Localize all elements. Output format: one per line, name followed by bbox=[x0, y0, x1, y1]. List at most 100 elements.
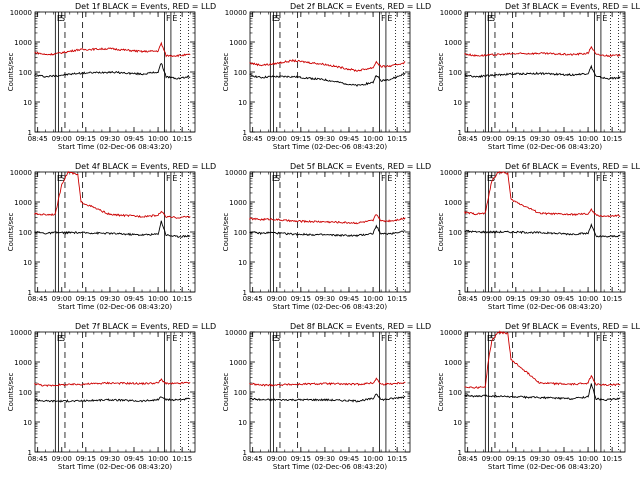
panel-title: Det 4f BLACK = Events, RED = LLD bbox=[75, 162, 216, 171]
x-tick-label: 09:00 bbox=[267, 295, 287, 303]
x-tick-label: 09:15 bbox=[506, 455, 526, 463]
y-tick-label: 10 bbox=[23, 419, 32, 427]
x-tick-label: 10:15 bbox=[602, 135, 622, 143]
x-tick-label: 09:30 bbox=[315, 455, 335, 463]
time-marker-label: S bbox=[275, 14, 280, 23]
x-tick-label: 09:00 bbox=[482, 295, 502, 303]
y-axis-label: Counts/sec bbox=[437, 373, 445, 412]
x-tick-label: 10:00 bbox=[578, 295, 598, 303]
x-tick-label: 09:45 bbox=[339, 455, 359, 463]
time-marker-label: F bbox=[166, 334, 171, 343]
time-marker-label: E bbox=[602, 14, 607, 23]
y-tick-label: 10 bbox=[238, 419, 247, 427]
x-tick-label: 10:15 bbox=[387, 455, 407, 463]
x-tick-label: 09:00 bbox=[482, 455, 502, 463]
panel-title: Det 3f BLACK = Events, RED = LLD bbox=[505, 2, 640, 11]
y-tick-label: 100 bbox=[19, 69, 32, 77]
x-tick-label: 09:30 bbox=[530, 135, 550, 143]
x-axis-label: Start Time (02-Dec-06 08:43:20) bbox=[488, 143, 602, 151]
y-tick-label: 1000 bbox=[229, 359, 247, 367]
y-tick-label: 1 bbox=[243, 129, 247, 137]
x-tick-label: 09:30 bbox=[100, 295, 120, 303]
x-tick-label: 09:15 bbox=[506, 135, 526, 143]
y-tick-label: 100 bbox=[234, 229, 247, 237]
y-tick-label: 1 bbox=[458, 289, 462, 297]
time-marker-label: E bbox=[387, 14, 392, 23]
time-marker-label: F bbox=[166, 14, 171, 23]
y-tick-label: 1 bbox=[243, 289, 247, 297]
x-tick-label: 09:00 bbox=[52, 295, 72, 303]
x-tick-label: 08:45 bbox=[243, 455, 263, 463]
y-tick-label: 10 bbox=[453, 99, 462, 107]
x-tick-label: 08:45 bbox=[28, 295, 48, 303]
series-line-lld bbox=[464, 171, 621, 218]
time-marker-label: E bbox=[172, 174, 177, 183]
panel-title: Det 1f BLACK = Events, RED = LLD bbox=[75, 2, 216, 11]
x-tick-label: 09:45 bbox=[554, 135, 574, 143]
x-tick-label: 09:00 bbox=[52, 455, 72, 463]
y-tick-label: 10 bbox=[453, 419, 462, 427]
x-tick-label: 10:00 bbox=[363, 135, 383, 143]
x-tick-label: 09:00 bbox=[267, 455, 287, 463]
x-tick-label: 10:15 bbox=[387, 135, 407, 143]
y-tick-label: 1 bbox=[28, 289, 32, 297]
series-line-events bbox=[464, 64, 621, 80]
time-marker-label: E bbox=[487, 174, 492, 183]
time-marker-label: S bbox=[60, 174, 65, 183]
time-marker-label: S bbox=[60, 14, 65, 23]
series-line-events bbox=[34, 396, 191, 403]
y-tick-label: 1 bbox=[28, 449, 32, 457]
x-tick-label: 09:30 bbox=[530, 295, 550, 303]
x-tick-label: 08:45 bbox=[28, 135, 48, 143]
time-marker-label: E bbox=[172, 14, 177, 23]
x-tick-label: 09:45 bbox=[554, 455, 574, 463]
y-tick-label: 1 bbox=[458, 449, 462, 457]
series-line-lld bbox=[464, 45, 621, 58]
x-tick-label: 09:15 bbox=[76, 455, 96, 463]
series-line-events bbox=[464, 383, 621, 401]
x-tick-label: 09:45 bbox=[124, 135, 144, 143]
y-tick-label: 1000 bbox=[14, 39, 32, 47]
x-axis-label: Start Time (02-Dec-06 08:43:20) bbox=[58, 303, 172, 311]
panel-title: Det 9f BLACK = Events, RED = LLD bbox=[505, 322, 640, 331]
x-axis-label: Start Time (02-Dec-06 08:43:20) bbox=[273, 463, 387, 471]
time-marker-label: E bbox=[602, 334, 607, 343]
x-tick-label: 09:00 bbox=[52, 135, 72, 143]
time-marker-label: F bbox=[596, 14, 601, 23]
x-tick-label: 09:45 bbox=[339, 135, 359, 143]
x-tick-label: 09:00 bbox=[267, 135, 287, 143]
y-tick-label: 1000 bbox=[444, 39, 462, 47]
time-marker-label: F bbox=[381, 334, 386, 343]
x-tick-label: 09:45 bbox=[124, 295, 144, 303]
y-tick-label: 10000 bbox=[440, 169, 462, 177]
series-line-lld bbox=[464, 330, 621, 389]
panel-title: Det 6f BLACK = Events, RED = LLD bbox=[505, 162, 640, 171]
y-tick-label: 1000 bbox=[14, 199, 32, 207]
x-tick-label: 10:15 bbox=[602, 455, 622, 463]
panel-title: Det 2f BLACK = Events, RED = LLD bbox=[290, 2, 431, 11]
x-tick-label: 10:00 bbox=[148, 295, 168, 303]
x-tick-label: 09:30 bbox=[100, 455, 120, 463]
y-tick-label: 10 bbox=[453, 259, 462, 267]
x-tick-label: 10:00 bbox=[148, 135, 168, 143]
x-tick-label: 09:30 bbox=[315, 295, 335, 303]
y-tick-label: 10000 bbox=[10, 329, 32, 337]
x-tick-label: 10:15 bbox=[172, 455, 192, 463]
y-tick-label: 100 bbox=[449, 69, 462, 77]
y-tick-label: 1000 bbox=[229, 199, 247, 207]
y-tick-label: 1 bbox=[28, 129, 32, 137]
y-tick-label: 100 bbox=[19, 229, 32, 237]
y-axis-label: Counts/sec bbox=[7, 373, 15, 412]
y-tick-label: 10000 bbox=[225, 329, 247, 337]
y-tick-label: 10000 bbox=[440, 9, 462, 17]
y-tick-label: 10000 bbox=[440, 329, 462, 337]
x-tick-label: 09:30 bbox=[315, 135, 335, 143]
time-marker-label: E bbox=[272, 334, 277, 343]
series-line-events bbox=[464, 222, 621, 238]
y-axis-label: Counts/sec bbox=[222, 53, 230, 92]
x-tick-label: 08:45 bbox=[243, 135, 263, 143]
x-tick-label: 09:15 bbox=[291, 455, 311, 463]
y-tick-label: 1 bbox=[243, 449, 247, 457]
